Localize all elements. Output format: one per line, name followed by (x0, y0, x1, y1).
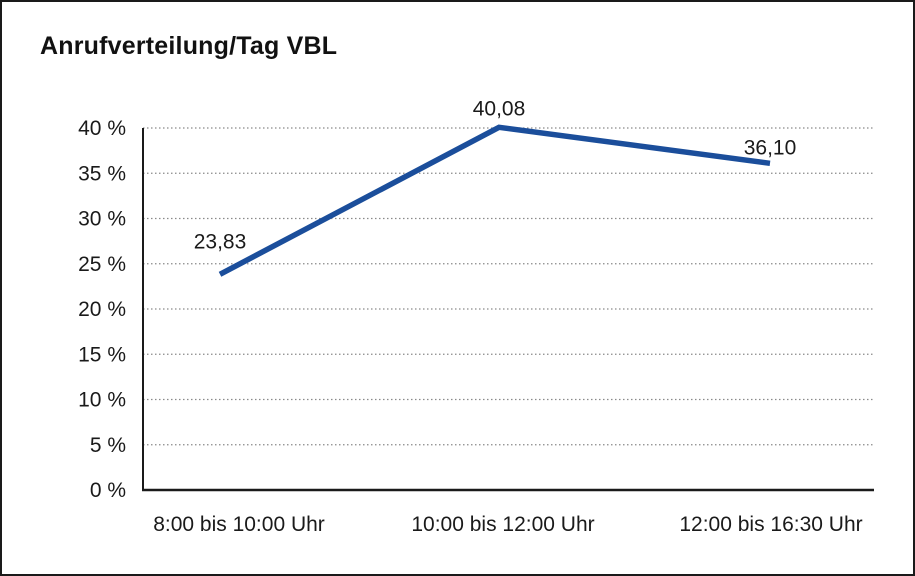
y-axis-tick-label: 35 % (78, 162, 126, 185)
y-axis-tick-label: 5 % (90, 434, 126, 457)
data-point-label: 36,10 (744, 136, 797, 159)
data-series-line (218, 124, 771, 277)
y-axis-tick-label: 20 % (78, 298, 126, 321)
x-category-label: 10:00 bis 12:00 Uhr (411, 513, 594, 536)
y-axis-tick-label: 0 % (90, 479, 126, 502)
x-category-label: 12:00 bis 16:30 Uhr (679, 513, 862, 536)
y-axis-tick-label: 30 % (78, 208, 126, 231)
y-axis-tick-label: 25 % (78, 253, 126, 276)
data-point-label: 23,83 (194, 230, 247, 253)
y-axis-tick-label: 15 % (78, 343, 126, 366)
chart-title: Anrufverteilung/Tag VBL (40, 32, 338, 60)
x-category-label: 8:00 bis 10:00 Uhr (153, 513, 325, 536)
data-point-label: 40,08 (473, 97, 526, 120)
y-axis-tick-label: 10 % (78, 389, 126, 412)
y-axis-tick-label: 40 % (78, 117, 126, 140)
